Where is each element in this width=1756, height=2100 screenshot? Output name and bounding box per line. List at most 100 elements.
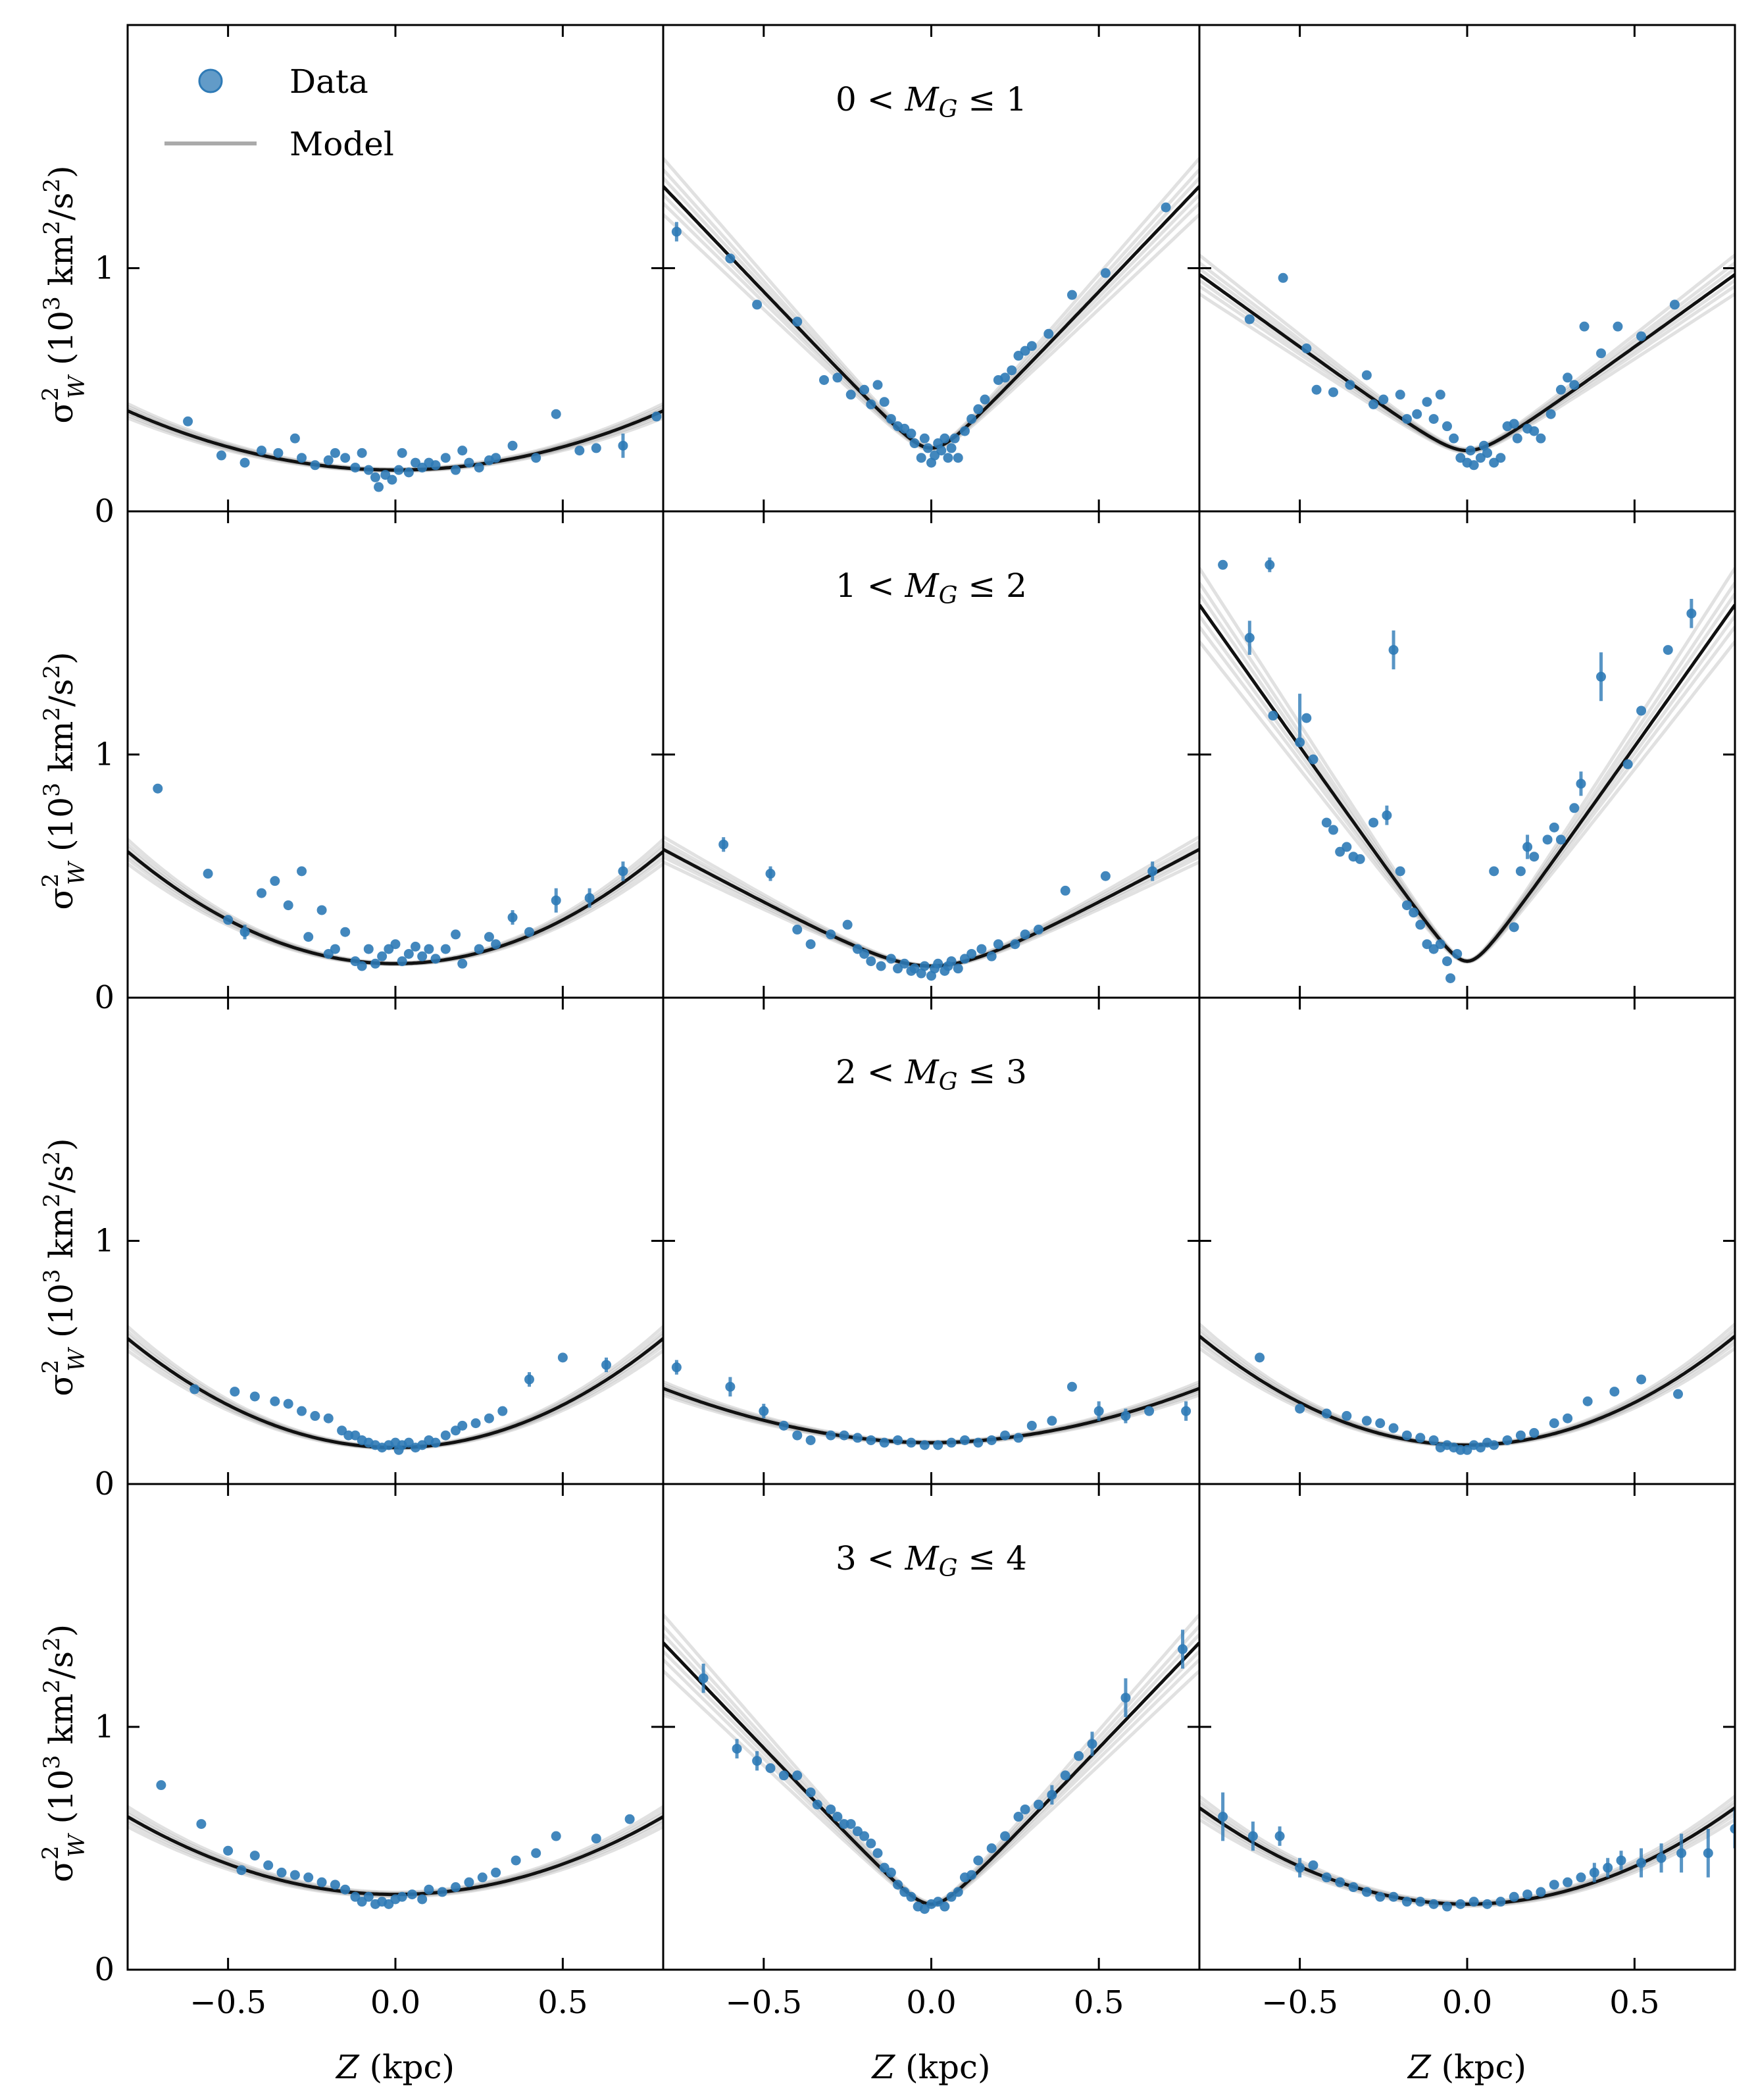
data-point <box>1522 1889 1533 1900</box>
data-point <box>618 866 628 877</box>
panel-r3-c0 <box>126 1483 665 1971</box>
model-sample-curve <box>128 1325 663 1448</box>
data-point <box>403 467 414 478</box>
data-point <box>474 944 484 954</box>
model-sample-curve <box>663 855 1199 969</box>
panel-plot-area <box>1199 253 1735 471</box>
data-point <box>263 1860 274 1870</box>
data-point <box>893 1435 903 1445</box>
data-point <box>1066 290 1077 300</box>
data-point <box>1244 314 1255 324</box>
model-sample-curve <box>128 1805 663 1894</box>
model-sample-curve <box>1199 253 1735 451</box>
data-point <box>1047 1416 1057 1426</box>
model-curve <box>128 850 663 965</box>
data-point <box>239 457 250 468</box>
x-axis-label: Z (kpc) <box>1407 2048 1526 2086</box>
data-point <box>859 948 870 959</box>
data-point <box>819 374 829 385</box>
model-sample-curve <box>663 176 1199 449</box>
data-point <box>440 1430 451 1441</box>
data-point <box>491 453 501 463</box>
data-point <box>986 1843 997 1853</box>
data-point <box>403 948 414 959</box>
data-point <box>943 453 953 463</box>
data-point <box>451 929 461 940</box>
data-point <box>1100 871 1111 881</box>
data-point <box>959 426 970 436</box>
data-point <box>316 905 327 915</box>
data-point <box>430 460 441 471</box>
data-point <box>618 440 628 451</box>
panel-frame <box>1198 24 1736 513</box>
data-point <box>624 1814 635 1824</box>
data-point <box>1295 1403 1305 1414</box>
data-point <box>1579 321 1590 332</box>
data-point <box>1401 1897 1412 1907</box>
data-point <box>437 1887 447 1897</box>
data-point <box>1000 1831 1011 1841</box>
data-point <box>340 453 351 463</box>
data-point <box>457 958 468 969</box>
data-point <box>1730 1824 1735 1834</box>
data-point <box>778 1770 789 1781</box>
data-point <box>1066 1381 1077 1392</box>
panel-plot-area <box>128 1325 663 1455</box>
panel-plot-area <box>1199 1792 1735 1912</box>
data-point <box>986 1435 997 1445</box>
data-point <box>1181 1406 1192 1416</box>
panel-r1-c0 <box>126 510 665 999</box>
data-point <box>826 929 836 940</box>
model-curve <box>128 1337 663 1450</box>
data-point <box>430 954 441 964</box>
data-point <box>986 951 997 961</box>
data-point <box>1549 822 1559 832</box>
data-point <box>1555 384 1566 395</box>
legend-model-label: Model <box>289 125 394 163</box>
data-point <box>357 961 367 971</box>
panel-plot-area <box>663 1360 1199 1450</box>
data-point <box>845 390 856 400</box>
data-point <box>886 414 896 424</box>
data-point <box>980 394 990 405</box>
data-point <box>330 1880 340 1890</box>
data-point <box>1502 1435 1513 1445</box>
data-point <box>1596 671 1606 682</box>
data-point <box>524 927 534 937</box>
data-point <box>1428 1435 1439 1445</box>
data-point <box>906 1891 916 1902</box>
model-curve <box>663 1641 1199 1906</box>
data-point <box>1563 1877 1573 1887</box>
data-point <box>1074 1751 1084 1761</box>
panel-r3-c1 <box>662 1483 1201 1971</box>
data-point <box>922 443 933 453</box>
data-point <box>916 453 926 463</box>
model-sample-curve <box>663 852 1199 968</box>
data-point <box>474 462 484 473</box>
data-point <box>1265 559 1275 570</box>
data-point <box>451 1882 461 1893</box>
data-point <box>879 1437 890 1448</box>
model-sample-curve <box>663 1389 1199 1445</box>
model-curve <box>1199 1335 1735 1447</box>
data-point <box>1401 1430 1412 1441</box>
data-point <box>1278 272 1288 283</box>
data-point <box>1255 1352 1265 1363</box>
data-point <box>1636 1374 1647 1385</box>
data-point <box>203 869 213 879</box>
data-point <box>1509 922 1519 933</box>
data-point <box>1656 1853 1667 1863</box>
data-point <box>1452 948 1463 959</box>
data-point <box>551 895 561 906</box>
model-sample-curve <box>1199 1818 1735 1908</box>
data-point <box>397 1891 407 1902</box>
data-point <box>1549 1880 1559 1890</box>
data-point <box>1308 1860 1318 1870</box>
data-point <box>1060 1770 1070 1781</box>
data-point <box>1428 1899 1439 1909</box>
data-point <box>1274 1831 1285 1841</box>
data-point <box>230 1387 240 1397</box>
data-point <box>484 1413 494 1423</box>
x-tick-label: 0.5 <box>1609 1984 1659 2021</box>
data-point <box>826 1804 836 1814</box>
